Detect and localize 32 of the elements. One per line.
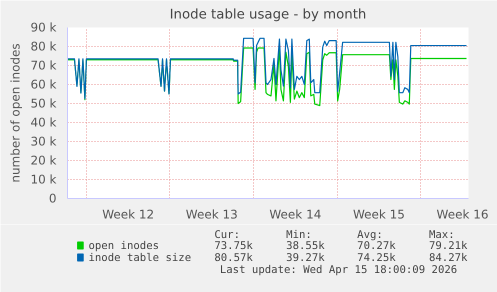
y-tick-label: 40 k (30, 116, 57, 130)
text: 38.55k (286, 239, 326, 252)
text: 74.25k (357, 251, 396, 264)
text: 84.27k (428, 251, 468, 264)
y-tick-label: 20 k (30, 154, 57, 168)
text: 70.27k (357, 239, 396, 252)
text: 80.57k (214, 251, 254, 264)
legend-label: inode table size (88, 251, 192, 264)
text: 39.27k (286, 251, 326, 264)
x-tick-label: Week 14 (269, 208, 322, 222)
legend-label: open inodes (88, 239, 160, 252)
x-tick-label: Week 16 (436, 208, 489, 222)
chart-title: Inode table usage - by month (170, 8, 366, 22)
text: 73.75k (214, 239, 254, 252)
x-tick-label: Week 12 (102, 208, 154, 222)
y-axis-title: number of open inodes (8, 43, 22, 183)
y-tick-label: 30 k (30, 134, 57, 148)
x-tick-label: Week 13 (186, 208, 238, 222)
x-tick-label: Week 15 (352, 208, 405, 222)
y-tick-label: 50 k (30, 96, 57, 110)
y-tick-label: 60 k (30, 78, 57, 92)
text: Avg: (357, 228, 383, 241)
y-tick-label: 70 k (30, 58, 57, 72)
text: Min: (286, 228, 312, 241)
text: Last update: Wed Apr 15 18:00:09 2026 (220, 263, 458, 276)
text: 79.21k (428, 239, 468, 252)
y-tick-label: 90 k (30, 20, 57, 34)
y-tick-label: 10 k (30, 172, 57, 186)
y-tick-label: 0 (48, 192, 57, 206)
text: Max: (428, 228, 455, 241)
text: Cur: (214, 228, 240, 241)
y-tick-label: 80 k (30, 40, 57, 54)
